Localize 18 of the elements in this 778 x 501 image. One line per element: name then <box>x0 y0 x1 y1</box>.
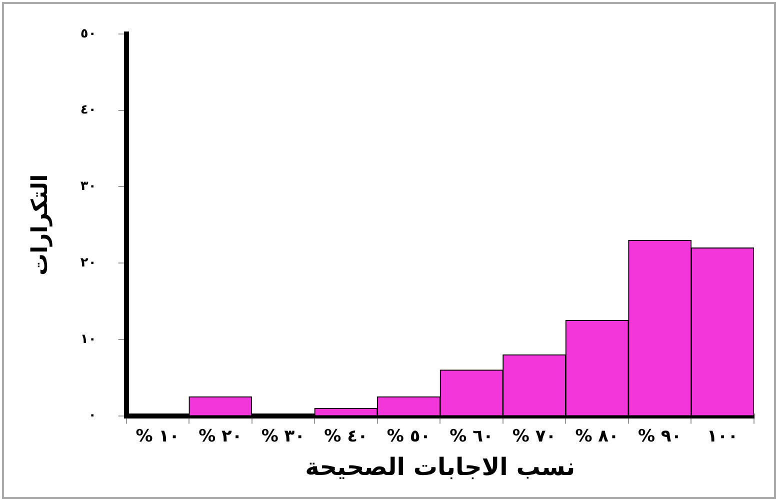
y-axis-title: التكرارات <box>28 174 53 276</box>
y-tick-label: ٢٠ <box>80 255 96 270</box>
x-tick-label: % ٢٠ <box>198 426 242 446</box>
x-tick-label: % ٩٠ <box>638 426 682 446</box>
x-tick-label: % ٤٠ <box>324 426 368 446</box>
x-tick-label: % ١٠ <box>136 426 180 446</box>
y-tick-label: ٠ <box>88 408 96 424</box>
y-tick-label: ٥٠ <box>80 26 96 42</box>
y-tick-label: ٣٠ <box>80 179 96 194</box>
x-tick-label: % ٨٠ <box>575 426 619 446</box>
x-tick-label: % ٧٠ <box>512 426 556 446</box>
x-tick-label: % ٥٠ <box>386 426 431 446</box>
x-tick-label: ١٠٠ <box>707 426 738 446</box>
x-tick-label: % ٦٠ <box>450 426 494 446</box>
y-tick-label: ١٠ <box>80 332 96 347</box>
x-axis-title: نسب الاجابات الصحيحة <box>305 452 576 481</box>
y-tick-label: ٤٠ <box>80 102 96 118</box>
x-tick-label: % ٣٠ <box>261 426 306 446</box>
